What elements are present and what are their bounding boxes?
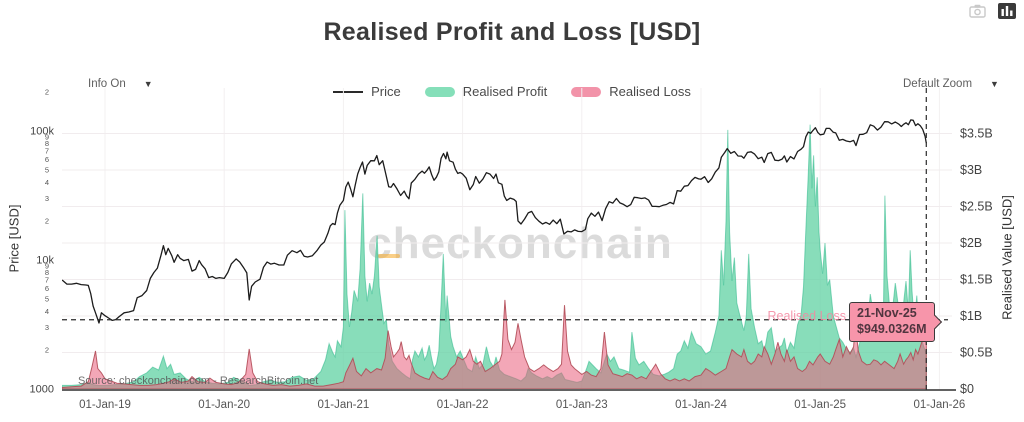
y-left-minor-tick-label: 8: [45, 139, 49, 148]
y-left-minor-tick-label: 9: [45, 132, 49, 141]
realised-profit-swatch: [424, 86, 455, 97]
zoom-dropdown-label: Default Zoom: [903, 78, 973, 90]
legend-label: Price: [371, 84, 401, 99]
y-right-tick-label: $2.5B: [960, 200, 993, 214]
area-realised-profit: [62, 124, 927, 389]
x-tick-label: 01-Jan-24: [675, 399, 727, 411]
legend-item-realised-profit[interactable]: Realised Profit: [424, 84, 548, 99]
chevron-down-icon: ▼: [990, 79, 999, 89]
y-right-tick-label: $1.5B: [960, 273, 993, 287]
camera-icon[interactable]: [968, 3, 986, 19]
chevron-down-icon: ▼: [143, 79, 153, 89]
y-left-minor-tick-label: 2: [45, 217, 49, 226]
y-left-minor-tick-label: 9: [45, 261, 49, 270]
tooltip-date: 21-Nov-25: [857, 306, 917, 320]
x-tick-label: 01-Jan-19: [79, 399, 131, 411]
y-right-tick-label: $0: [960, 382, 974, 396]
legend-label: Realised Loss: [609, 84, 691, 99]
y-left-minor-tick-label: 7: [45, 275, 49, 284]
y-left-minor-tick-label: 4: [45, 307, 49, 316]
x-tick-label: 01-Jan-25: [794, 399, 846, 411]
y-right-tick-label: $0.5B: [960, 346, 993, 360]
legend-item-realised-loss[interactable]: Realised Loss: [571, 84, 691, 99]
zoom-dropdown[interactable]: Default Zoom ▼: [903, 78, 999, 90]
y-right-tick-label: $2B: [960, 236, 982, 250]
price-line-swatch: [333, 90, 364, 93]
y-left-minor-tick-label: 4: [45, 178, 49, 187]
y-left-tick-label: 1000: [30, 384, 54, 396]
x-tick-label: 01-Jan-20: [198, 399, 250, 411]
legend-item-price[interactable]: Price: [333, 84, 401, 99]
x-tick-label: 01-Jan-23: [556, 399, 608, 411]
y-right-tick-label: $3.5B: [960, 127, 993, 141]
source-attribution: Source: checkonchain.com - ResearchBitco…: [78, 375, 319, 387]
y-right-tick-label: $1B: [960, 309, 982, 323]
y-left-minor-tick-label: 3: [45, 194, 49, 203]
y-left-minor-tick-label: 8: [45, 268, 49, 277]
x-tick-label: 01-Jan-22: [437, 399, 489, 411]
plotly-modebar: [968, 3, 1016, 19]
x-tick-label: 01-Jan-21: [318, 399, 370, 411]
bar-chart-logo-icon[interactable]: [998, 3, 1016, 19]
x-tick-label: 01-Jan-26: [914, 399, 966, 411]
hover-tooltip: 21-Nov-25 $949.0326M: [849, 302, 942, 342]
y-left-minor-tick-label: 6: [45, 155, 49, 164]
y-left-tick-label: 10k: [36, 255, 54, 267]
y-left-minor-tick-label: 5: [45, 294, 49, 303]
info-dropdown[interactable]: Info On ▼: [88, 78, 153, 90]
y-left-minor-tick-label: 5: [45, 165, 49, 174]
y-right-tick-label: $3B: [960, 163, 982, 177]
legend-label: Realised Profit: [462, 84, 548, 99]
y-left-tick-label: 100k: [30, 126, 54, 138]
y-left-minor-tick-label: 6: [45, 284, 49, 293]
y-left-minor-tick-label: 7: [45, 146, 49, 155]
info-dropdown-label: Info On: [88, 78, 126, 90]
area-realised-loss: [62, 299, 927, 389]
y-left-minor-tick-label: 2: [45, 346, 49, 355]
y-left-minor-tick-label: 3: [45, 323, 49, 332]
legend: Price Realised Profit Realised Loss: [0, 84, 1024, 99]
y-left-minor-tick-label: 2: [45, 88, 49, 97]
page-title: Realised Profit and Loss [USD]: [323, 18, 701, 46]
realised-loss-swatch: [571, 86, 602, 97]
tooltip-value: $949.0326M: [857, 322, 927, 337]
price-line: [62, 119, 927, 324]
